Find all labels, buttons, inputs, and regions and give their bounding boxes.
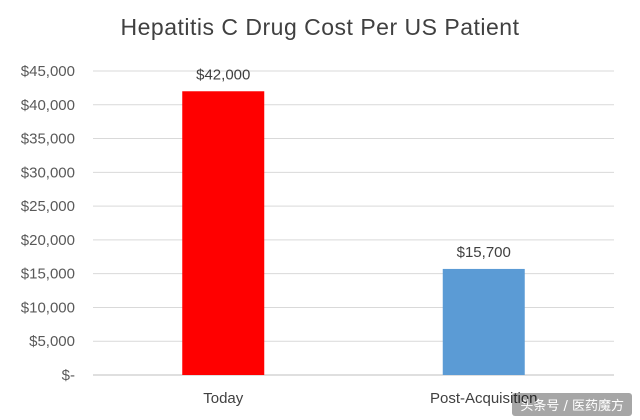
y-tick-label: $35,000 [21, 131, 75, 148]
bar [443, 269, 525, 375]
y-tick-label: $20,000 [21, 232, 75, 249]
y-axis-ticks: $- $5,000 $10,000 $15,000 $20,000 $25,000 $30,… [21, 63, 75, 384]
x-axis-ticks: Today Post-Acquisition [203, 390, 537, 407]
y-tick-label: $15,000 [21, 266, 75, 283]
y-tick-label: $- [62, 367, 75, 384]
data-label: $42,000 [196, 66, 250, 83]
y-tick-label: $45,000 [21, 63, 75, 80]
gridlines [93, 71, 614, 375]
y-tick-label: $5,000 [29, 333, 75, 350]
y-tick-label: $10,000 [21, 299, 75, 316]
watermark: 头条号 / 医药魔方 [512, 393, 632, 416]
bar [182, 91, 264, 375]
data-label: $15,700 [457, 244, 511, 261]
plot-area: $- $5,000 $10,000 $15,000 $20,000 $25,000 $30,… [0, 0, 640, 420]
y-tick-label: $40,000 [21, 97, 75, 114]
chart: Hepatitis C Drug Cost Per US Patient $- $… [0, 0, 640, 420]
y-tick-label: $25,000 [21, 198, 75, 215]
y-tick-label: $30,000 [21, 164, 75, 181]
x-tick-label: Today [203, 390, 244, 407]
bars: $42,000 $15,700 [182, 66, 525, 375]
